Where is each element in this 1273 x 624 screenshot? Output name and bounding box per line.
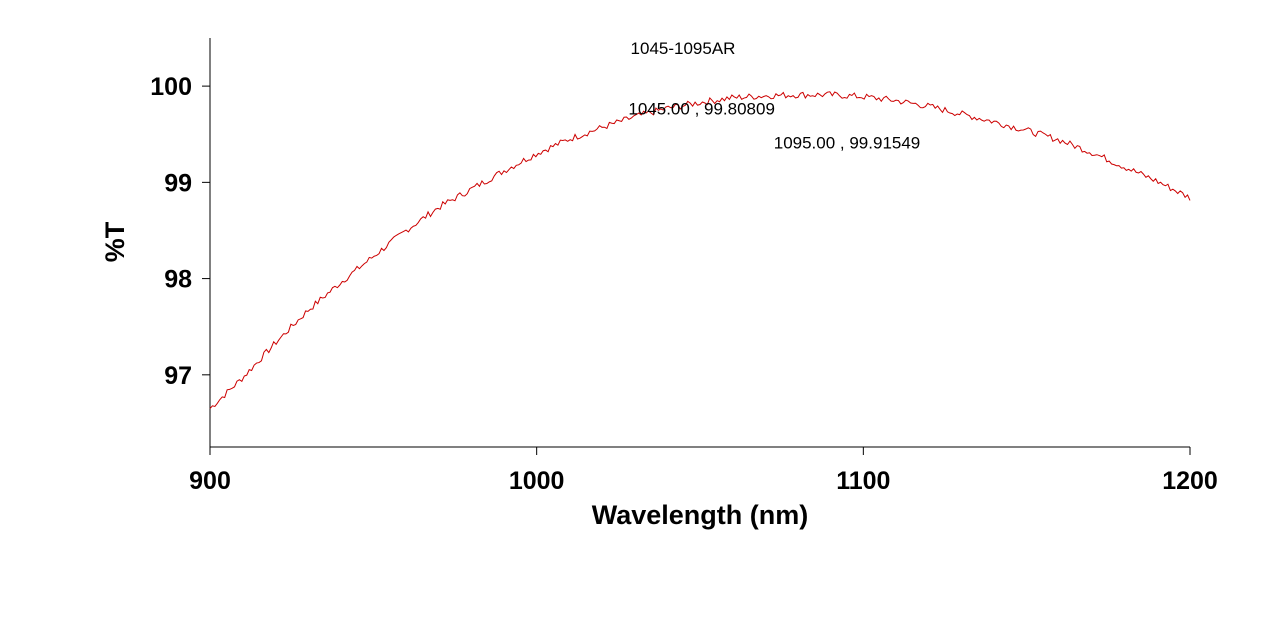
y-axis-title: %T [100, 221, 130, 262]
tick-labels: 900 1000 1100 1200 97 98 99 100 [150, 73, 1218, 495]
axis-ticks [202, 85, 1191, 455]
x-tick-label: 900 [189, 467, 231, 495]
y-tick-label: 97 [164, 362, 192, 390]
annotations: 1045.00 , 99.80809 1095.00 , 99.91549 [628, 100, 920, 153]
x-tick-label: 1200 [1162, 467, 1218, 495]
x-tick-label: 1100 [836, 467, 890, 495]
x-tick-label: 1000 [509, 467, 565, 495]
x-axis-title: Wavelength (nm) [592, 500, 809, 530]
data-point-annotation: 1095.00 , 99.91549 [774, 133, 921, 152]
data-point-annotation: 1045.00 , 99.80809 [628, 100, 775, 119]
transmission-curve [209, 91, 1191, 409]
chart-title: 1045-1095AR [631, 39, 736, 58]
y-tick-label: 100 [150, 73, 192, 101]
y-tick-label: 99 [164, 169, 192, 197]
y-tick-label: 98 [164, 266, 192, 294]
